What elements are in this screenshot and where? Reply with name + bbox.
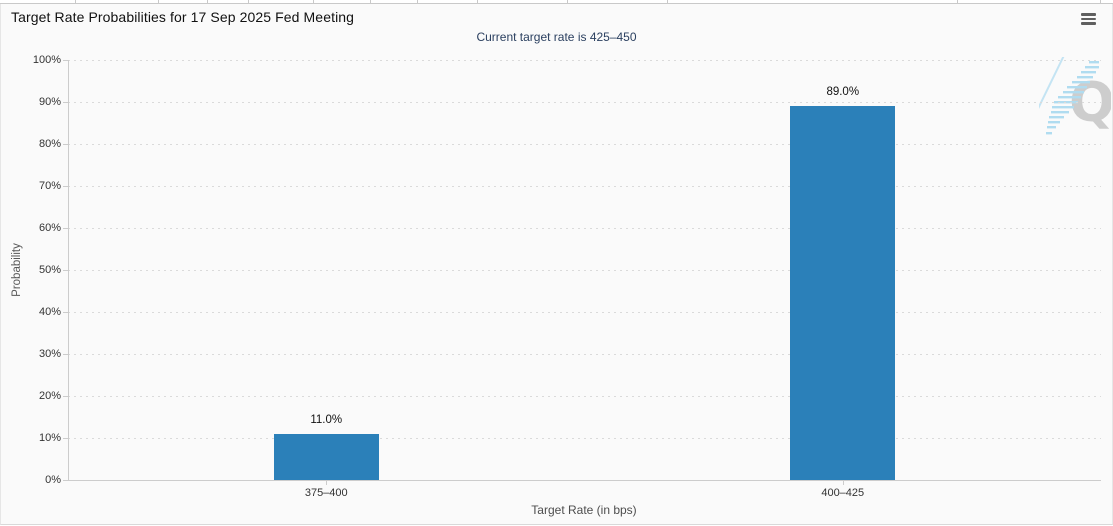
tab-separator: [207, 0, 208, 3]
gridline: [68, 144, 1101, 145]
gridline: [68, 312, 1101, 313]
tab-separator: [957, 0, 958, 3]
tab-strip-edge: [0, 0, 1113, 4]
hamburger-icon: [1081, 13, 1096, 16]
chart-context-menu-button[interactable]: [1081, 12, 1097, 26]
gridline: [68, 228, 1101, 229]
gridline: [68, 186, 1101, 187]
bar-value-label: 89.0%: [826, 86, 860, 99]
chart-subtitle: Current target rate is 425–450: [476, 30, 637, 44]
y-axis-tick: [63, 438, 68, 439]
tab-separator: [248, 0, 249, 3]
y-tick-label: 70%: [38, 180, 61, 192]
x-tick-label: 375–400: [304, 487, 348, 499]
y-axis-tick: [63, 144, 68, 145]
tab-separator: [158, 0, 159, 3]
fedwatch-chart-panel: Target Rate Probabilities for 17 Sep 202…: [0, 4, 1113, 525]
tab-separator: [313, 0, 314, 3]
x-tick-label: 400–425: [821, 487, 865, 499]
y-axis-tick: [63, 270, 68, 271]
y-axis-line: [68, 60, 69, 480]
y-tick-label: 10%: [38, 432, 61, 444]
y-tick-label: 0%: [45, 474, 61, 486]
y-axis-tick: [63, 354, 68, 355]
tab-separator: [370, 0, 371, 3]
y-tick-label: 100%: [32, 54, 61, 66]
y-tick-label: 50%: [38, 264, 61, 276]
gridline: [68, 396, 1101, 397]
tab-separator: [667, 0, 668, 3]
y-tick-label: 20%: [38, 390, 61, 402]
gridline: [68, 354, 1101, 355]
gridline: [68, 270, 1101, 271]
bar-375–400[interactable]: [273, 433, 379, 480]
y-tick-label: 90%: [38, 96, 61, 108]
y-axis-tick: [63, 480, 68, 481]
y-axis-tick: [63, 186, 68, 187]
tab-separator: [477, 0, 478, 3]
y-axis-tick: [63, 102, 68, 103]
y-tick-label: 40%: [38, 306, 61, 318]
quikstrike-watermark-icon: Q: [1039, 57, 1111, 135]
y-axis-tick: [63, 312, 68, 313]
gridline: [68, 438, 1101, 439]
x-axis-tick: [842, 481, 844, 485]
chart-title: Target Rate Probabilities for 17 Sep 202…: [11, 9, 355, 25]
y-tick-label: 60%: [38, 222, 61, 234]
hamburger-icon: [1081, 22, 1096, 25]
y-tick-label: 80%: [38, 138, 61, 150]
hamburger-icon: [1081, 17, 1096, 21]
bar-chart: Q Probability Target Rate (in: [1, 49, 1113, 525]
bar-400–425[interactable]: [790, 106, 896, 480]
x-axis-title: Target Rate (in bps): [531, 503, 637, 517]
tab-separator: [75, 0, 76, 3]
y-axis-tick: [63, 228, 68, 229]
gridline: [68, 102, 1101, 103]
y-axis-tick: [63, 60, 68, 61]
x-axis-tick: [326, 481, 328, 485]
bar-value-label: 11.0%: [310, 413, 343, 426]
tab-separator: [417, 0, 418, 3]
tab-separator: [1100, 0, 1101, 3]
gridline: [68, 60, 1101, 61]
y-axis-tick: [63, 396, 68, 397]
x-axis-line: [68, 480, 1101, 481]
y-tick-label: 30%: [38, 348, 61, 360]
tab-separator: [567, 0, 568, 3]
